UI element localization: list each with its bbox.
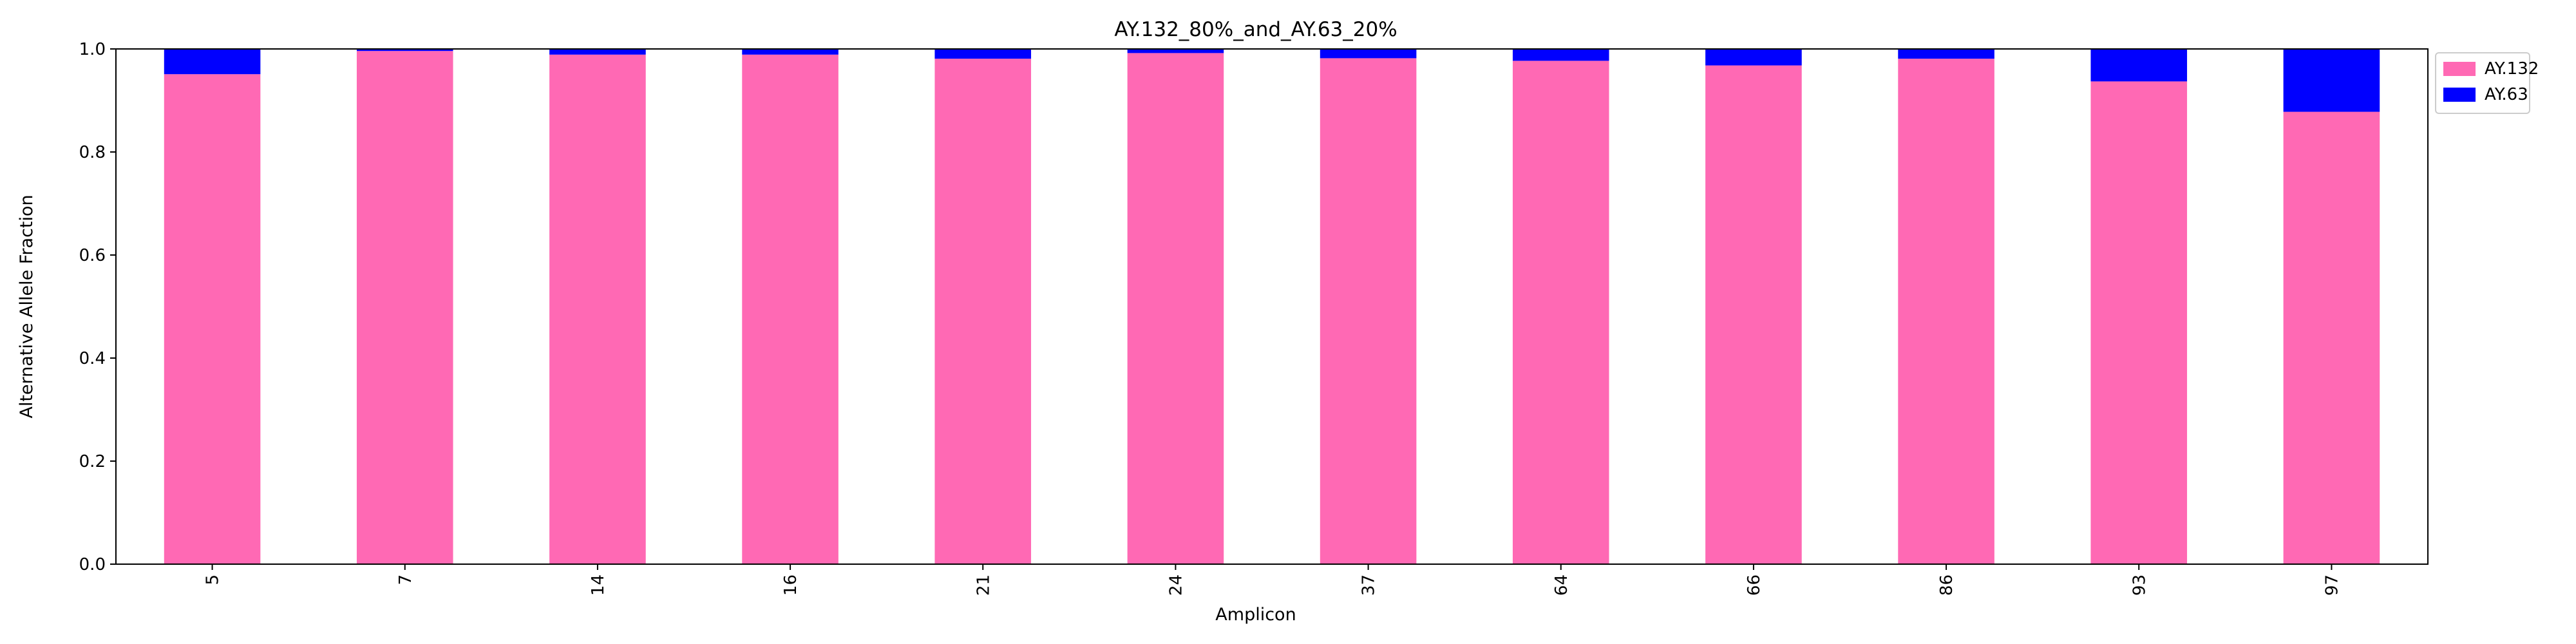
y-axis: 0.0 0.2 0.4 0.6 0.8 1.0 (79, 40, 116, 574)
bar-ay-132-93 (2090, 81, 2188, 564)
y-tick-label: 1.0 (79, 40, 106, 59)
bar-ay-63-86 (1898, 49, 1994, 59)
bar-ay-132-14 (549, 54, 646, 565)
bar-ay-132-21 (934, 59, 1032, 564)
x-tick-label: 86 (1937, 574, 1956, 596)
x-tick-label: 66 (1745, 574, 1764, 596)
bar-ay-63-93 (2090, 49, 2188, 82)
chart-title: AY.132_80%_and_AY.63_20% (1114, 18, 1397, 41)
legend-swatch (2443, 88, 2476, 102)
bar-ay-63-97 (2283, 49, 2380, 112)
bar-ay-132-24 (1127, 53, 1224, 564)
legend: AY.132 AY.63 (2435, 52, 2539, 114)
bar-ay-63-37 (1320, 49, 1417, 59)
bar-ay-132-66 (1705, 65, 1802, 565)
x-tick-label: 16 (781, 574, 800, 596)
bar-ay-132-5 (164, 74, 261, 564)
bar-ay-63-21 (934, 49, 1032, 59)
y-tick-label: 0.4 (79, 349, 106, 368)
x-axis: 5 7 14 16 21 24 37 64 66 86 93 97 (204, 564, 2342, 596)
x-axis-label: Amplicon (1215, 605, 1296, 625)
bar-ay-63-24 (1127, 49, 1224, 53)
legend-swatch (2443, 62, 2476, 76)
y-tick-label: 0.8 (79, 143, 106, 162)
legend-label: AY.63 (2485, 85, 2528, 104)
bar-ay-132-37 (1320, 58, 1417, 564)
bar-ay-132-64 (1512, 61, 1609, 564)
x-tick-label: 37 (1359, 574, 1379, 596)
bar-ay-63-16 (742, 49, 838, 55)
bar-ay-63-7 (356, 49, 453, 52)
x-tick-label: 93 (2130, 574, 2149, 596)
x-tick-label: 24 (1166, 574, 1186, 596)
y-tick-label: 0.6 (79, 246, 106, 265)
x-tick-label: 97 (2322, 574, 2342, 596)
bar-ay-132-86 (1898, 59, 1994, 564)
y-axis-label: Alternative Allele Fraction (17, 194, 37, 418)
bar-ay-63-64 (1512, 49, 1609, 61)
x-tick-label: 21 (974, 574, 993, 596)
plot-frame (115, 48, 2429, 565)
legend-label: AY.132 (2485, 59, 2539, 79)
bar-ay-63-14 (549, 49, 646, 55)
y-tick-label: 0.0 (79, 555, 106, 574)
x-tick-label: 14 (589, 574, 608, 596)
bar-ay-132-97 (2283, 111, 2380, 565)
bar-ay-63-5 (164, 49, 261, 75)
bar-ay-63-66 (1705, 49, 1802, 66)
x-tick-label: 7 (396, 574, 415, 585)
bar-ay-132-16 (742, 54, 838, 565)
bar-ay-132-7 (356, 51, 453, 564)
y-tick-label: 0.2 (79, 452, 106, 471)
x-tick-label: 5 (204, 574, 223, 585)
x-tick-label: 64 (1552, 574, 1571, 596)
bars-layer (164, 49, 2380, 565)
